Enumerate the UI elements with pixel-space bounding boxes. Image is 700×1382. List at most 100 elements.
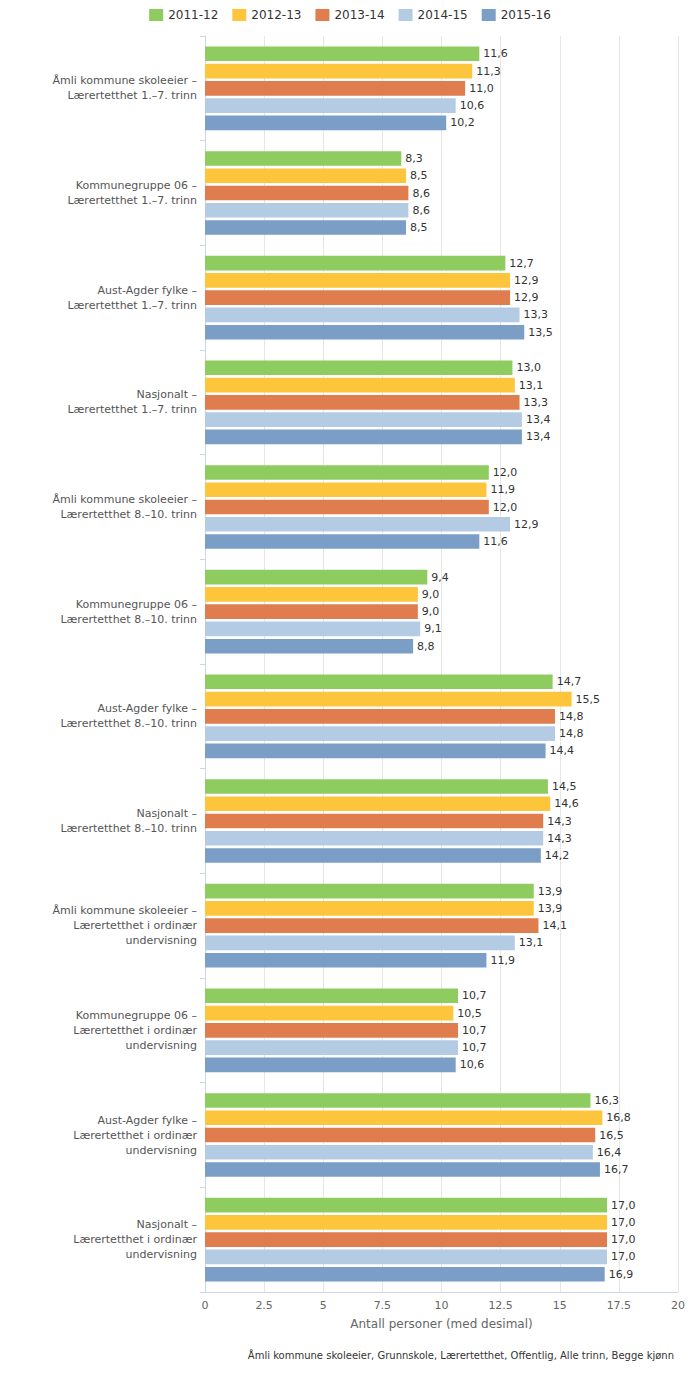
svg-text:Lærertetthet 8.–10. trinn: Lærertetthet 8.–10. trinn bbox=[60, 508, 197, 521]
svg-text:13,9: 13,9 bbox=[538, 902, 563, 915]
svg-text:Aust-Agder fylke –: Aust-Agder fylke – bbox=[97, 702, 197, 715]
svg-text:14,8: 14,8 bbox=[559, 710, 584, 723]
svg-text:2014-15: 2014-15 bbox=[418, 8, 468, 22]
svg-text:13,9: 13,9 bbox=[538, 885, 563, 898]
svg-text:10: 10 bbox=[435, 1299, 449, 1312]
svg-text:2013-14: 2013-14 bbox=[334, 8, 384, 22]
svg-text:14,1: 14,1 bbox=[542, 919, 567, 932]
svg-text:Nasjonalt –: Nasjonalt – bbox=[136, 1218, 197, 1231]
svg-text:16,8: 16,8 bbox=[606, 1111, 631, 1124]
svg-text:13,1: 13,1 bbox=[519, 936, 544, 949]
svg-text:Lærertetthet i ordinær: Lærertetthet i ordinær bbox=[73, 1129, 197, 1142]
svg-text:14,7: 14,7 bbox=[557, 675, 582, 688]
svg-text:7.5: 7.5 bbox=[374, 1299, 392, 1312]
svg-text:Nasjonalt –: Nasjonalt – bbox=[136, 388, 197, 401]
svg-text:10,6: 10,6 bbox=[460, 1058, 485, 1071]
svg-text:13,1: 13,1 bbox=[519, 379, 544, 392]
svg-text:14,2: 14,2 bbox=[545, 849, 570, 862]
svg-text:16,5: 16,5 bbox=[599, 1129, 624, 1142]
svg-text:17,0: 17,0 bbox=[611, 1233, 636, 1246]
svg-text:8,6: 8,6 bbox=[412, 204, 430, 217]
svg-text:11,9: 11,9 bbox=[490, 483, 515, 496]
svg-text:2012-13: 2012-13 bbox=[251, 8, 301, 22]
svg-text:Nasjonalt –: Nasjonalt – bbox=[136, 807, 197, 820]
svg-text:Åmli kommune skoleeier –: Åmli kommune skoleeier – bbox=[52, 493, 197, 506]
svg-text:10,6: 10,6 bbox=[460, 99, 485, 112]
svg-text:12,9: 12,9 bbox=[514, 291, 539, 304]
svg-text:16,9: 16,9 bbox=[609, 1268, 634, 1281]
svg-text:11,9: 11,9 bbox=[490, 954, 515, 967]
svg-text:Antall personer (med desimal): Antall personer (med desimal) bbox=[350, 1317, 532, 1331]
svg-text:Lærertetthet i ordinær: Lærertetthet i ordinær bbox=[73, 1233, 197, 1246]
svg-text:10,7: 10,7 bbox=[462, 1041, 487, 1054]
svg-text:11,0: 11,0 bbox=[469, 82, 494, 95]
svg-text:9,1: 9,1 bbox=[424, 622, 442, 635]
svg-text:13,3: 13,3 bbox=[524, 396, 549, 409]
svg-text:11,6: 11,6 bbox=[483, 47, 508, 60]
svg-text:13,4: 13,4 bbox=[526, 413, 551, 426]
svg-text:13,0: 13,0 bbox=[516, 361, 541, 374]
svg-text:16,4: 16,4 bbox=[597, 1146, 622, 1159]
svg-text:Lærertetthet i ordinær: Lærertetthet i ordinær bbox=[73, 919, 197, 932]
svg-text:Lærertetthet 1.–7. trinn: Lærertetthet 1.–7. trinn bbox=[67, 299, 197, 312]
svg-text:14,3: 14,3 bbox=[547, 815, 572, 828]
svg-text:Aust-Agder fylke –: Aust-Agder fylke – bbox=[97, 284, 197, 297]
svg-text:12,9: 12,9 bbox=[514, 274, 539, 287]
svg-text:Kommunegruppe 06 –: Kommunegruppe 06 – bbox=[76, 598, 197, 611]
svg-text:Kommunegruppe 06 –: Kommunegruppe 06 – bbox=[76, 1009, 197, 1022]
svg-text:Lærertetthet i ordinær: Lærertetthet i ordinær bbox=[73, 1024, 197, 1037]
svg-text:9,4: 9,4 bbox=[431, 571, 449, 584]
svg-text:20: 20 bbox=[671, 1299, 685, 1312]
svg-text:8,5: 8,5 bbox=[410, 169, 428, 182]
svg-text:9,0: 9,0 bbox=[422, 605, 440, 618]
svg-text:14,5: 14,5 bbox=[552, 780, 577, 793]
svg-text:undervisning: undervisning bbox=[126, 934, 198, 947]
svg-text:15: 15 bbox=[553, 1299, 567, 1312]
svg-text:Åmli kommune skoleeier –: Åmli kommune skoleeier – bbox=[52, 74, 197, 87]
svg-text:10,7: 10,7 bbox=[462, 989, 487, 1002]
svg-text:2015-16: 2015-16 bbox=[501, 8, 551, 22]
svg-text:17,0: 17,0 bbox=[611, 1250, 636, 1263]
svg-text:Åmli kommune skoleeier, Grunns: Åmli kommune skoleeier, Grunnskole, Lære… bbox=[248, 1349, 674, 1361]
svg-text:2011-12: 2011-12 bbox=[168, 8, 218, 22]
svg-text:14,3: 14,3 bbox=[547, 832, 572, 845]
svg-text:undervisning: undervisning bbox=[126, 1144, 198, 1157]
svg-text:17.5: 17.5 bbox=[607, 1299, 632, 1312]
svg-text:12,0: 12,0 bbox=[493, 501, 518, 514]
svg-text:14,8: 14,8 bbox=[559, 727, 584, 740]
svg-text:13,4: 13,4 bbox=[526, 430, 551, 443]
svg-text:0: 0 bbox=[202, 1299, 209, 1312]
svg-text:8,8: 8,8 bbox=[417, 640, 435, 653]
svg-text:8,6: 8,6 bbox=[412, 187, 430, 200]
svg-text:10,5: 10,5 bbox=[457, 1007, 482, 1020]
svg-text:17,0: 17,0 bbox=[611, 1199, 636, 1212]
svg-text:13,5: 13,5 bbox=[528, 326, 553, 339]
svg-text:14,4: 14,4 bbox=[550, 744, 575, 757]
svg-text:5: 5 bbox=[320, 1299, 327, 1312]
svg-text:Lærertetthet 1.–7. trinn: Lærertetthet 1.–7. trinn bbox=[67, 89, 197, 102]
svg-text:Aust-Agder fylke –: Aust-Agder fylke – bbox=[97, 1114, 197, 1127]
svg-text:Åmli kommune skoleeier –: Åmli kommune skoleeier – bbox=[52, 904, 197, 917]
svg-text:Lærertetthet 1.–7. trinn: Lærertetthet 1.–7. trinn bbox=[67, 403, 197, 416]
svg-text:16,3: 16,3 bbox=[594, 1094, 619, 1107]
svg-text:Lærertetthet 1.–7. trinn: Lærertetthet 1.–7. trinn bbox=[67, 194, 197, 207]
svg-text:8,3: 8,3 bbox=[405, 152, 423, 165]
svg-text:12,0: 12,0 bbox=[493, 466, 518, 479]
svg-text:10,2: 10,2 bbox=[450, 116, 475, 129]
svg-text:11,3: 11,3 bbox=[476, 65, 501, 78]
svg-text:13,3: 13,3 bbox=[524, 308, 549, 321]
svg-text:Lærertetthet 8.–10. trinn: Lærertetthet 8.–10. trinn bbox=[60, 822, 197, 835]
svg-text:undervisning: undervisning bbox=[126, 1039, 198, 1052]
svg-text:Lærertetthet 8.–10. trinn: Lærertetthet 8.–10. trinn bbox=[60, 717, 197, 730]
svg-text:undervisning: undervisning bbox=[126, 1248, 198, 1261]
svg-text:11,6: 11,6 bbox=[483, 535, 508, 548]
svg-text:8,5: 8,5 bbox=[410, 221, 428, 234]
svg-text:16,7: 16,7 bbox=[604, 1163, 629, 1176]
svg-text:12,9: 12,9 bbox=[514, 518, 539, 531]
svg-text:10,7: 10,7 bbox=[462, 1024, 487, 1037]
svg-text:17,0: 17,0 bbox=[611, 1216, 636, 1229]
svg-text:2.5: 2.5 bbox=[255, 1299, 273, 1312]
svg-text:14,6: 14,6 bbox=[554, 797, 579, 810]
svg-text:15,5: 15,5 bbox=[576, 693, 601, 706]
svg-text:12,7: 12,7 bbox=[509, 257, 533, 270]
